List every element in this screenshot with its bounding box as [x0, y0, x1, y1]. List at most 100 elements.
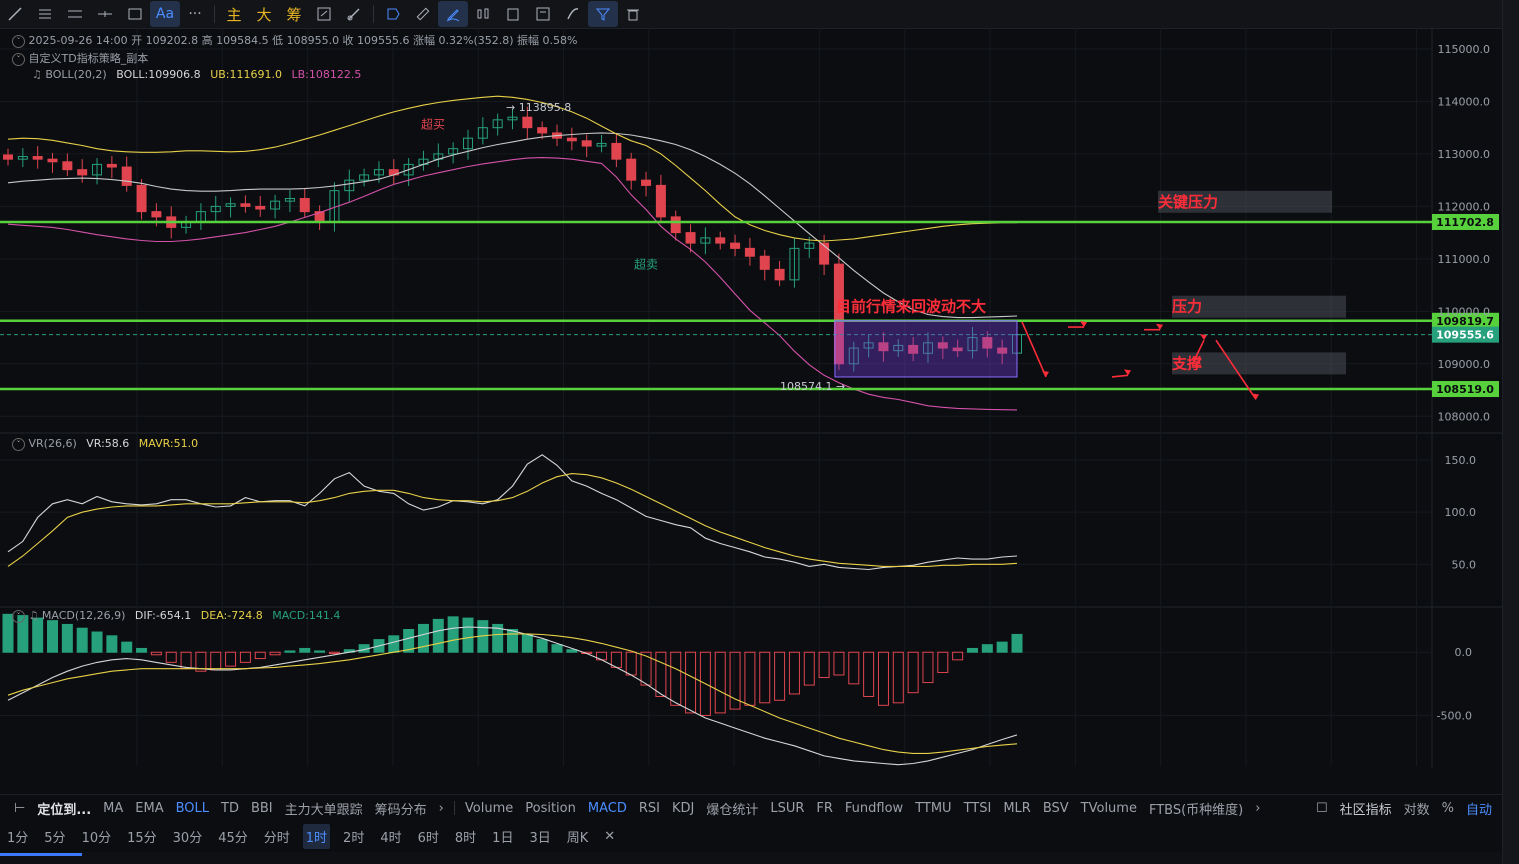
refresh-icon[interactable]	[309, 1, 339, 27]
text-icon[interactable]: Aa	[150, 1, 180, 27]
current-price-label: 109555.6	[1436, 329, 1494, 342]
edit-icon[interactable]: ☐	[1315, 800, 1328, 816]
more-icon[interactable]: ···	[188, 6, 202, 22]
interval-timeshare[interactable]: 分时	[263, 830, 290, 846]
tab-macd[interactable]: MACD	[587, 800, 627, 816]
interval-1h[interactable]: 1时	[302, 823, 331, 849]
ohlc-info: ˇ 2025-09-26 14:00 开 109202.8 高 109584.5…	[12, 32, 578, 48]
candle-body	[611, 142, 622, 160]
bell-icon: ♫	[28, 609, 39, 622]
interval-6h[interactable]: 6时	[417, 830, 439, 846]
note-icon[interactable]	[528, 1, 558, 27]
tab-bsv[interactable]: BSV	[1042, 800, 1069, 816]
tab-lsur[interactable]: LSUR	[770, 800, 805, 816]
tab-rsi[interactable]: RSI	[638, 800, 660, 816]
tab-ftbs[interactable]: FTBS(币种维度)	[1148, 802, 1244, 818]
interval-15m[interactable]: 15分	[127, 830, 157, 846]
main-force-button[interactable]: 主	[226, 5, 242, 24]
tab-boll[interactable]: BOLL	[175, 800, 210, 816]
auto-button[interactable]: 自动	[1465, 802, 1492, 818]
interval-30m[interactable]: 30分	[172, 830, 203, 846]
chevron-right-icon[interactable]: ›	[1255, 800, 1261, 816]
overbought-label: 超买	[421, 117, 445, 132]
candle-body	[255, 205, 266, 210]
tab-tvolume[interactable]: TVolume	[1080, 800, 1137, 816]
ruler-icon[interactable]: ⊢	[14, 800, 26, 816]
level-label-bg	[1432, 312, 1499, 329]
collapse-icon[interactable]: ˇ	[12, 53, 25, 66]
chips-button[interactable]: 筹	[286, 5, 302, 24]
interval-1d[interactable]: 1日	[492, 830, 514, 846]
interval-4h[interactable]: 4时	[380, 830, 402, 846]
macd-bar	[284, 650, 296, 653]
candle-body	[507, 116, 518, 121]
tab-liquidation[interactable]: 爆仓统计	[706, 802, 759, 818]
interval-3d[interactable]: 3日	[529, 830, 551, 846]
interval-10m[interactable]: 10分	[81, 830, 112, 846]
tab-ttmu[interactable]: TTMU	[915, 800, 952, 816]
filter-icon[interactable]	[588, 1, 618, 27]
pen-icon[interactable]	[438, 1, 468, 27]
tab-main-force[interactable]: 主力大单跟踪	[284, 802, 363, 818]
tab-chips[interactable]: 筹码分布	[374, 802, 427, 818]
tab-ema[interactable]: EMA	[135, 800, 164, 816]
tab-volume[interactable]: Volume	[464, 800, 514, 816]
macd-bar	[492, 623, 504, 653]
tag-icon[interactable]	[378, 1, 408, 27]
macd-bar	[1011, 633, 1023, 653]
tab-fr[interactable]: FR	[816, 800, 833, 816]
chevron-right-icon[interactable]: ›	[438, 800, 444, 816]
interval-5m[interactable]: 5分	[44, 830, 66, 846]
candle-body	[492, 119, 503, 129]
log-scale-button[interactable]: 对数	[1403, 802, 1430, 818]
macd-bar	[922, 651, 934, 684]
tab-kdj[interactable]: KDJ	[671, 800, 695, 816]
macd-bar	[507, 628, 518, 653]
tab-fundflow[interactable]: Fundflow	[844, 800, 904, 816]
low-marker-label: 108574.1 →	[780, 380, 845, 393]
tab-bbi[interactable]: BBI	[250, 800, 273, 816]
tab-ma[interactable]: MA	[103, 800, 124, 816]
rectangle-icon[interactable]	[120, 1, 150, 27]
boll-line-lb	[7, 157, 1018, 411]
measure-icon[interactable]	[339, 1, 369, 27]
cross-line-icon[interactable]	[90, 1, 120, 27]
y-tick-label: 112000.0	[1438, 200, 1491, 213]
ruler-icon[interactable]	[408, 1, 438, 27]
interval-2h[interactable]: 2时	[343, 830, 365, 846]
collapse-icon[interactable]: ˇ	[12, 35, 25, 48]
tab-td[interactable]: TD	[221, 800, 239, 816]
trend-line-icon[interactable]	[0, 1, 30, 27]
parallel-lines-icon[interactable]	[60, 1, 90, 27]
collapse-icon[interactable]: ˇ	[12, 610, 25, 623]
oversold-label: 超卖	[634, 256, 658, 271]
candle-body	[522, 116, 533, 129]
trash-icon[interactable]	[618, 1, 648, 27]
close-icon[interactable]: ✕	[604, 828, 616, 844]
candle-icon[interactable]	[468, 1, 498, 27]
vr-value: VR:58.6	[86, 437, 130, 450]
tab-ttsi[interactable]: TTSI	[963, 800, 992, 816]
collapse-icon[interactable]: ˇ	[12, 438, 25, 451]
clipboard-icon[interactable]	[498, 1, 528, 27]
locate-button[interactable]: 定位到...	[37, 802, 92, 818]
macd-bar	[714, 651, 726, 714]
annotation-comment: 目前行情来回波动不大	[836, 298, 986, 316]
tab-mlr[interactable]: MLR	[1003, 800, 1031, 816]
right-scroll-strip[interactable]	[1502, 0, 1519, 864]
interval-45m[interactable]: 45分	[218, 830, 248, 846]
percent-button[interactable]: %	[1441, 800, 1454, 816]
brush-icon[interactable]	[558, 1, 588, 27]
tab-position[interactable]: Position	[525, 800, 576, 816]
candle-body	[106, 163, 117, 168]
interval-1w[interactable]: 周K	[566, 830, 589, 846]
macd-line-dif	[7, 626, 1018, 766]
macd-tick-label: -500.0	[1437, 709, 1472, 722]
arrow-head	[1124, 369, 1131, 376]
interval-8h[interactable]: 8时	[454, 830, 477, 846]
interval-1m[interactable]: 1分	[7, 830, 29, 846]
horizontal-lines-icon[interactable]	[30, 1, 60, 27]
community-indicators[interactable]: 社区指标	[1339, 802, 1392, 818]
price-chart[interactable]: 111702.8 109819.7 108519.0 109555.6 115000.…	[0, 28, 1502, 768]
big-order-button[interactable]: 大	[256, 5, 272, 24]
